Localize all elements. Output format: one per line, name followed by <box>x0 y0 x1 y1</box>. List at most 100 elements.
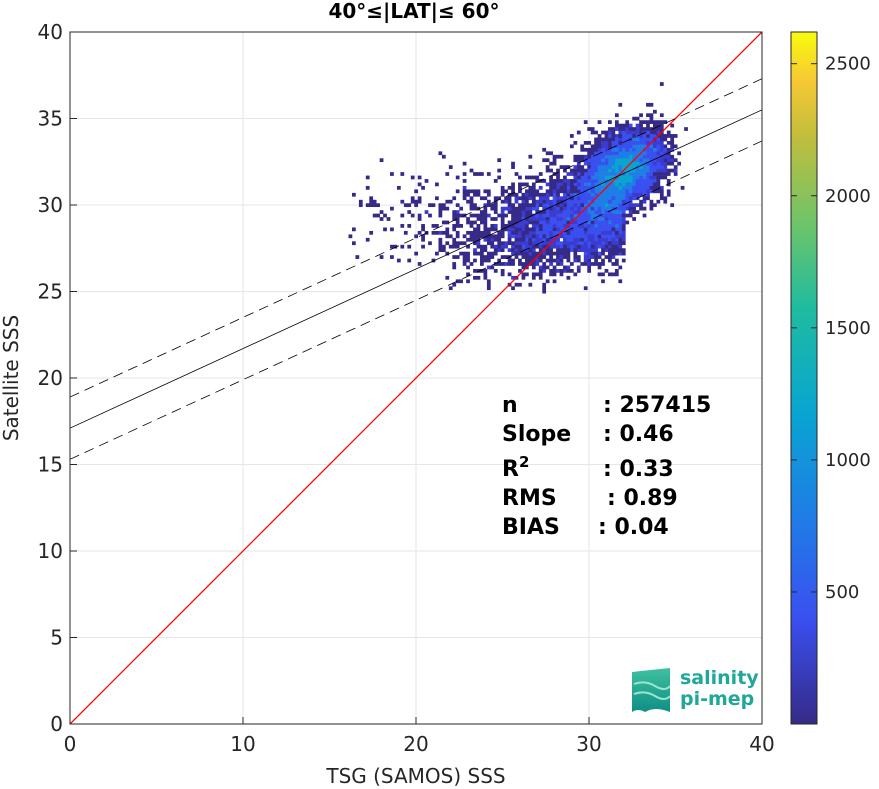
density-cell <box>646 185 650 190</box>
density-cell <box>597 241 602 246</box>
density-cell <box>421 227 425 232</box>
density-cell <box>438 244 443 249</box>
density-cell <box>518 258 522 263</box>
density-cell <box>573 196 578 201</box>
density-cell <box>372 199 377 204</box>
density-cell <box>583 244 588 249</box>
density-cell <box>580 192 585 197</box>
density-cell <box>614 140 619 145</box>
density-cell <box>659 137 664 142</box>
density-cell <box>625 151 630 156</box>
density-cell <box>545 182 550 187</box>
density-cell <box>518 203 522 208</box>
density-cell <box>628 158 633 163</box>
density-cell <box>507 262 512 266</box>
density-cell <box>511 213 515 218</box>
density-cell <box>604 130 609 135</box>
density-cell <box>594 244 598 249</box>
density-cell <box>531 255 536 259</box>
density-cell <box>614 269 619 273</box>
density-cell <box>659 172 664 176</box>
density-cell <box>455 220 460 225</box>
density-cell <box>393 244 398 249</box>
density-cell <box>614 213 619 218</box>
density-cell <box>372 203 377 208</box>
density-cell <box>583 192 588 197</box>
density-cell <box>552 244 557 249</box>
density-cell <box>480 269 484 273</box>
density-cell <box>628 203 633 208</box>
density-cell <box>614 120 619 124</box>
density-cell <box>528 234 533 239</box>
density-cell <box>653 127 657 131</box>
density-cell <box>632 217 637 221</box>
density-cell <box>445 172 450 176</box>
density-cell <box>531 230 536 235</box>
density-cell <box>583 196 588 201</box>
density-cell <box>538 192 543 197</box>
density-cell <box>573 248 578 253</box>
regression-lines <box>70 32 762 724</box>
density-cell <box>646 196 650 201</box>
density-cell <box>486 230 491 235</box>
density-cell <box>535 224 540 228</box>
density-cell <box>573 244 578 249</box>
density-cell <box>473 230 477 235</box>
density-cell <box>563 255 567 259</box>
density-cell <box>587 244 592 249</box>
density-cell <box>601 158 605 163</box>
density-cell <box>469 262 474 266</box>
density-cell <box>514 241 519 246</box>
density-cell <box>604 144 609 149</box>
density-cell <box>632 140 637 145</box>
density-cell <box>556 210 560 214</box>
density-cell <box>545 217 550 221</box>
density-cell <box>608 196 612 201</box>
density-cell <box>601 144 605 149</box>
density-cell <box>587 237 592 242</box>
density-cell <box>473 251 477 256</box>
density-cell <box>569 227 574 232</box>
density-cell <box>524 248 529 253</box>
density-cell <box>601 185 605 190</box>
density-cell <box>608 165 612 169</box>
density-cell <box>369 199 374 204</box>
density-cell <box>628 182 633 187</box>
density-cell <box>486 227 491 232</box>
density-cell <box>410 199 415 204</box>
density-cell <box>483 244 488 249</box>
density-cell <box>653 182 657 187</box>
density-cell <box>659 151 664 156</box>
density-cell <box>642 144 647 149</box>
density-cell <box>521 251 526 256</box>
density-cell <box>528 220 533 225</box>
density-cell <box>452 210 457 214</box>
density-cell <box>469 237 474 242</box>
density-cell <box>621 230 626 235</box>
density-cell <box>673 168 678 173</box>
density-cell <box>556 168 560 173</box>
density-cell <box>531 244 536 249</box>
density-cell <box>618 244 623 249</box>
density-cell <box>552 272 557 277</box>
density-cell <box>535 175 540 180</box>
density-cell <box>594 137 598 142</box>
density-cell <box>493 248 498 253</box>
density-cell <box>611 137 616 142</box>
density-cell <box>441 154 446 159</box>
density-cell <box>480 213 484 218</box>
density-cell <box>542 269 547 273</box>
density-cell <box>511 234 515 239</box>
density-cell <box>573 185 578 190</box>
density-cell <box>618 224 623 228</box>
density-cell <box>642 127 647 131</box>
density-cell <box>573 255 578 259</box>
density-cell <box>569 213 574 218</box>
density-cell <box>642 120 647 124</box>
density-cell <box>573 175 578 180</box>
density-cell <box>569 189 574 194</box>
density-cell <box>521 272 526 277</box>
density-cell <box>524 241 529 246</box>
density-cell <box>552 213 557 218</box>
density-cell <box>604 255 609 259</box>
